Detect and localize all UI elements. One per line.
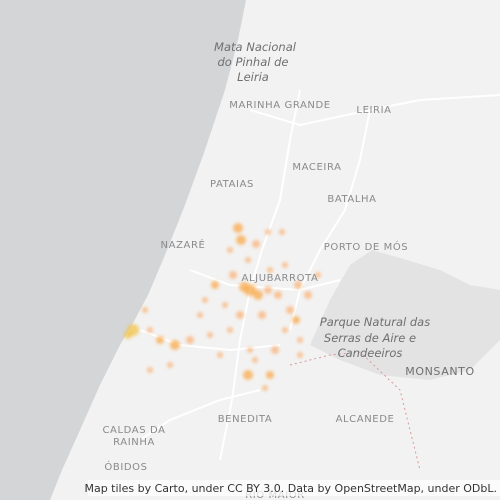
label: Candeeiros [338,346,403,360]
heat-point [304,291,312,299]
label: MARINHA GRANDE [229,100,330,111]
heat-point [282,327,288,333]
label: Mata Nacional [214,40,297,54]
heat-point [239,282,249,292]
heat-point [294,281,302,289]
label: ALJUBARROTA [242,273,319,284]
heat-point [297,352,303,358]
heat-point [233,223,243,233]
label: BENEDITA [218,414,273,425]
label: Leiria [237,70,269,84]
sea [0,0,246,500]
heat-point [222,302,228,308]
label: RAINHA [113,437,155,448]
heat-point [236,235,246,245]
heat-point [267,267,273,273]
heat-point [282,262,288,268]
heat-point [292,316,300,324]
heat-point [253,290,263,300]
heat-point [227,247,233,253]
heat-point [245,257,251,263]
heat-point [167,362,173,368]
heat-point [202,297,208,303]
heat-point [197,312,203,318]
attribution: Map tiles by Carto, under CC BY 3.0. Dat… [84,482,497,495]
attribution-bg [88,480,500,496]
heat-point [286,306,294,314]
label: PORTO DE MÓS [324,240,409,253]
heat-point [207,332,213,338]
heat-point [266,371,274,379]
heat-point [236,311,244,319]
label: MONSANTO [405,365,475,378]
label: do Pinhal de [218,55,289,69]
label: BATALHA [327,194,376,205]
heat-point [271,346,279,354]
heat-point [156,336,164,344]
label: Parque Natural das [320,315,430,329]
heat-point [265,229,271,235]
heat-point [229,271,237,279]
label: Serras de Aire e [324,331,416,345]
heat-point [274,291,282,299]
heat-point [124,331,132,339]
heat-point [243,370,253,380]
label: PATAIAS [210,179,254,190]
heat-point [262,385,268,391]
heat-point [258,311,266,319]
heat-point [217,352,223,358]
heat-point [147,327,153,333]
label: NAZARÉ [161,238,206,251]
heat-point [279,229,285,235]
heat-point [170,340,180,350]
heat-point [142,307,148,313]
heat-points [124,223,321,391]
heat-point [186,336,194,344]
heat-point [252,357,258,363]
label: ÓBIDOS [104,460,147,473]
heat-point [252,240,260,248]
heat-point [211,281,219,289]
heat-point [147,367,153,373]
heat-point [297,337,303,343]
label: MACEIRA [292,162,341,173]
label: ALCANEDE [336,414,395,425]
heat-point [315,272,321,278]
heat-point [247,347,253,353]
label: LEIRIA [356,105,391,116]
heat-point [227,327,233,333]
label: CALDAS DA [102,425,165,436]
park-area [310,250,500,380]
heat-point [264,286,272,294]
